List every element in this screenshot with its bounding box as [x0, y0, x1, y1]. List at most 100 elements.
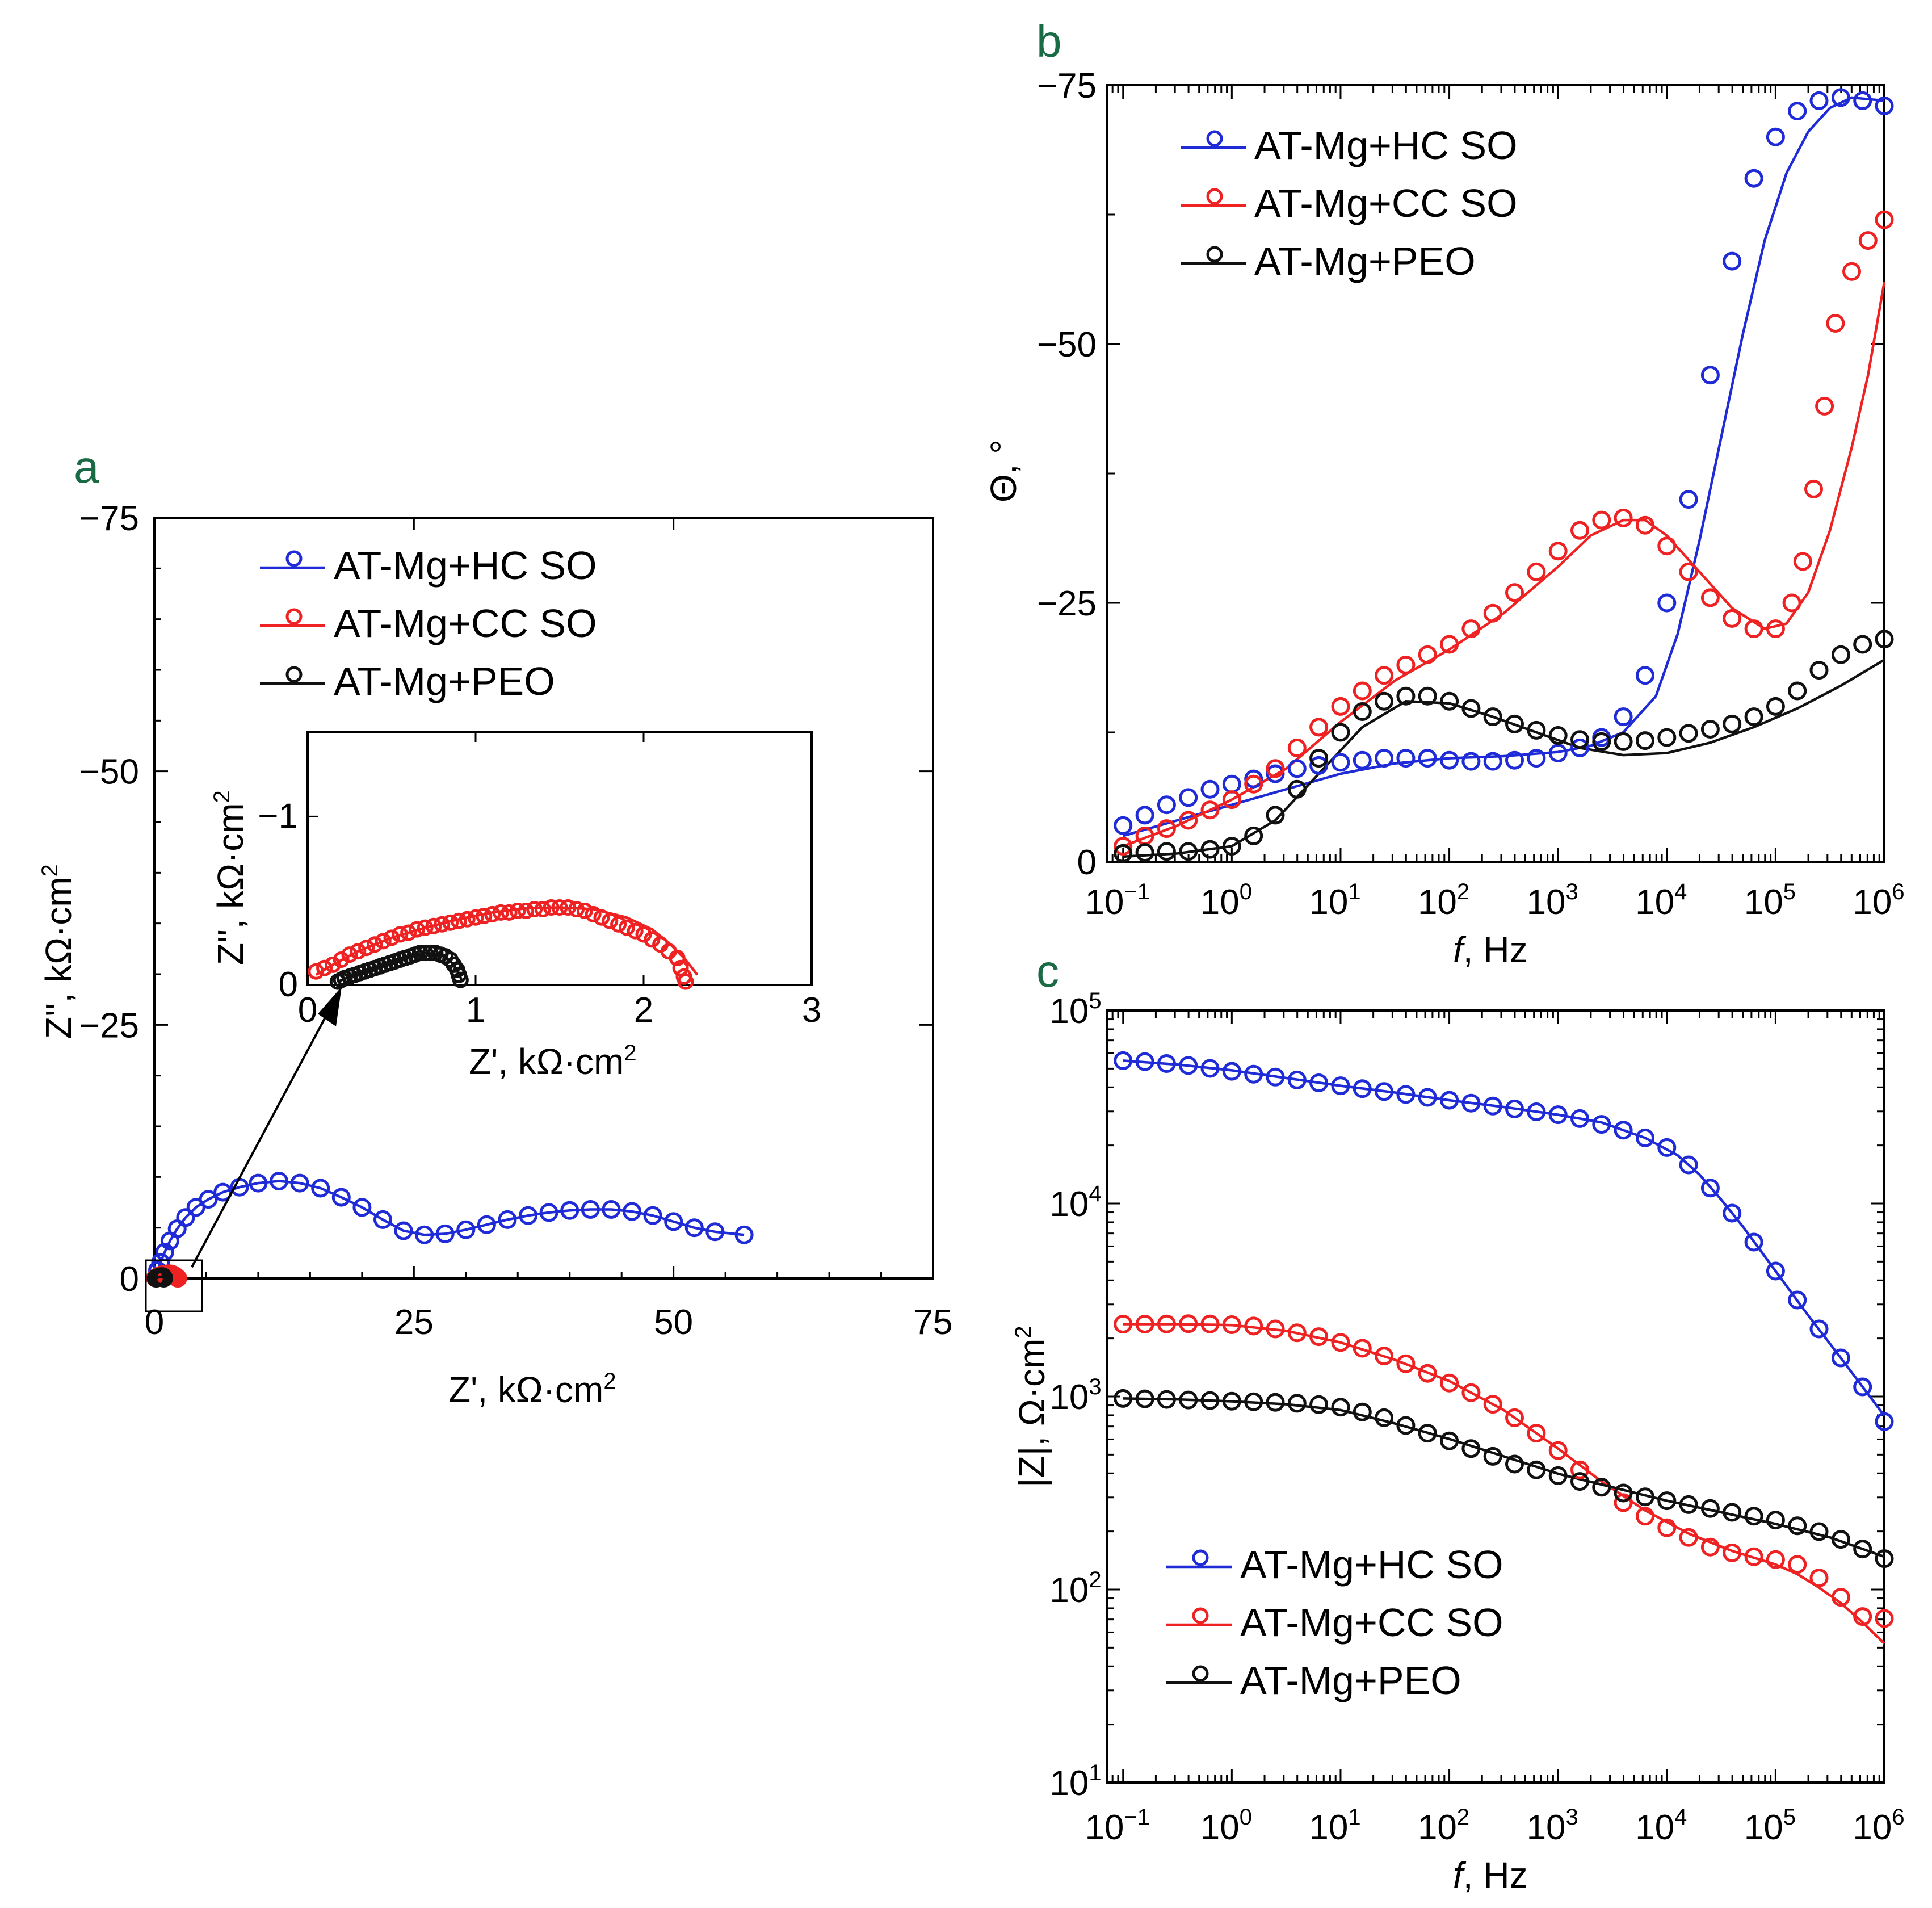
data-point: [1853, 635, 1872, 654]
data-point: [1375, 666, 1394, 685]
data-point: [1548, 1441, 1568, 1460]
data-point: [1700, 1537, 1720, 1557]
x-tick-label: 25: [394, 1303, 434, 1342]
data-point: [1331, 1398, 1350, 1417]
legend-marker: [1192, 1549, 1209, 1566]
data-point: [1657, 728, 1677, 747]
inset-x-tick-label: 2: [634, 991, 653, 1030]
inset-x-tick-label: 1: [466, 991, 485, 1030]
data-point: [1114, 1389, 1133, 1408]
data-point: [1353, 681, 1372, 701]
x-tick-label: 101: [1309, 879, 1360, 922]
data-point: [1809, 661, 1829, 680]
x-tick-label: 10−1: [1085, 879, 1150, 922]
data-point: [1804, 479, 1823, 498]
inset-data-point: [425, 917, 442, 934]
data-point: [1614, 1483, 1633, 1503]
panel-c-legend: AT-Mg+HC SO AT-Mg+CC SO AT-Mg+PEO: [1166, 1542, 1503, 1702]
data-point: [1614, 707, 1633, 727]
data-point: [1527, 1424, 1546, 1443]
data-point: [1331, 753, 1350, 772]
legend-label: AT-Mg+PEO: [1254, 239, 1476, 283]
panel-a-xlabel: Z', kΩ·cm2: [448, 1369, 616, 1410]
inset-data-point: [459, 911, 476, 928]
data-point: [1440, 691, 1459, 711]
data-point: [1788, 1555, 1807, 1574]
data-point: [1440, 1431, 1459, 1450]
data-point: [664, 1212, 683, 1231]
fit-line: [156, 1180, 745, 1271]
data-point: [1570, 1109, 1589, 1128]
data-point: [1636, 666, 1654, 685]
data-point: [1723, 1203, 1742, 1223]
inset-data-point: [509, 903, 526, 919]
data-point: [1657, 536, 1677, 556]
panel-b-ylabel: Θ, °: [983, 439, 1024, 502]
inset-data-point: [350, 943, 367, 960]
data-point: [352, 1198, 372, 1217]
data-point: [1788, 1516, 1807, 1536]
inset-data-point: [442, 914, 459, 931]
inset-data-point: [644, 931, 661, 948]
x-tick-label: 105: [1744, 879, 1796, 922]
data-point: [290, 1173, 309, 1193]
data-point: [1331, 697, 1350, 716]
inset-data-point: [434, 916, 451, 933]
data-point: [311, 1179, 330, 1198]
data-point: [705, 1222, 725, 1242]
data-point: [1418, 645, 1437, 664]
y-tick-label: −50: [79, 753, 139, 792]
data-point: [1527, 720, 1546, 740]
data-point: [1853, 1377, 1872, 1397]
data-point: [1636, 1507, 1654, 1526]
data-point: [1135, 806, 1154, 825]
data-point: [1418, 1088, 1437, 1107]
data-point: [1266, 1393, 1285, 1412]
data-point: [1592, 1478, 1611, 1497]
data-point: [1826, 314, 1845, 333]
data-point: [1114, 816, 1133, 835]
inset-data-point: [366, 936, 383, 953]
inset-data-point: [383, 929, 400, 946]
data-point: [435, 1224, 455, 1243]
data-point: [1114, 1051, 1133, 1070]
data-point: [1222, 1062, 1241, 1081]
y-tick-label: 103: [1049, 1374, 1101, 1417]
data-point: [270, 1172, 288, 1190]
data-point: [1614, 1121, 1633, 1140]
data-point: [1744, 1507, 1763, 1526]
panel-c-series: [1114, 1051, 1894, 1645]
data-point: [249, 1173, 268, 1193]
x-tick-label: 106: [1853, 879, 1904, 922]
legend-label: AT-Mg+CC SO: [1240, 1600, 1503, 1645]
data-point: [1527, 1102, 1546, 1121]
data-point: [1657, 1491, 1677, 1511]
data-point: [1483, 603, 1502, 623]
data-point: [1461, 752, 1481, 771]
fit-line: [1123, 96, 1885, 837]
legend-label: AT-Mg+CC SO: [334, 601, 597, 645]
inset-data-point: [576, 903, 593, 919]
inset-data-point: [392, 926, 409, 943]
data-point: [1570, 738, 1589, 757]
data-point: [1200, 840, 1220, 859]
data-point: [1287, 1394, 1307, 1413]
inset-data-point: [484, 905, 501, 922]
inset-x-tick-label: 3: [802, 991, 821, 1030]
data-point: [1723, 609, 1742, 628]
legend-marker: [285, 666, 303, 683]
x-tick-label: 105: [1744, 1805, 1796, 1847]
data-point: [1570, 521, 1589, 540]
inset-data-point: [568, 901, 585, 917]
data-point: [1396, 686, 1416, 706]
data-point: [1266, 764, 1285, 783]
zoom-arrow-line: [191, 1003, 334, 1268]
zoom-box: [145, 1259, 203, 1312]
data-point: [1396, 1416, 1416, 1435]
data-point: [1266, 1319, 1285, 1339]
y-tick-label: 104: [1049, 1181, 1101, 1224]
y-tick-label: 102: [1049, 1567, 1101, 1610]
legend-label: AT-Mg+HC SO: [1254, 123, 1518, 167]
data-point: [1875, 1412, 1894, 1431]
data-point: [1723, 1503, 1742, 1522]
